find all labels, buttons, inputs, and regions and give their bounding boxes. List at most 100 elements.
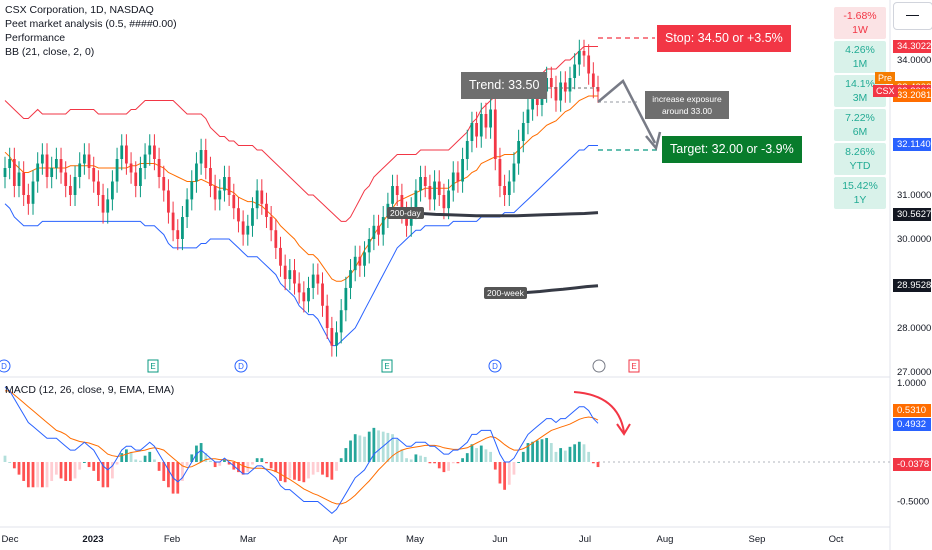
time-tick-label: Sep <box>749 534 766 545</box>
candle-body <box>493 109 497 159</box>
macd-histogram-bar <box>563 450 567 462</box>
time-tick-label: Apr <box>333 534 348 545</box>
candle <box>349 259 352 300</box>
candle-body <box>218 190 222 200</box>
indicator-bb[interactable]: BB (21, close, 2, 0) <box>5 46 95 58</box>
event-marker: E <box>381 359 393 373</box>
trend-callout[interactable]: Trend: 33.50 <box>461 72 548 99</box>
candle <box>321 272 324 317</box>
macd-histogram-bar <box>162 462 166 481</box>
candle-body <box>17 172 21 186</box>
macd-histogram-bar <box>447 462 450 471</box>
macd-histogram-bar <box>442 462 446 473</box>
macd-histogram-bar <box>311 462 315 475</box>
macd-histogram-bar <box>209 460 212 462</box>
macd-histogram-bar <box>274 462 278 473</box>
macd-histogram-bar <box>545 437 549 462</box>
price-tick-label: 34.0000 <box>897 55 931 66</box>
candle-body <box>190 181 194 200</box>
macd-histogram-bar <box>125 449 128 462</box>
macd-histogram-bar <box>307 462 310 479</box>
price-tag: 30.5627 <box>893 207 931 221</box>
stop-callout[interactable]: Stop: 34.50 or +3.5% <box>657 25 791 52</box>
macd-histogram-bar <box>419 455 422 462</box>
macd-histogram-bar <box>87 462 91 468</box>
macd-histogram-bar <box>213 462 217 468</box>
candle-body <box>498 159 502 186</box>
candle <box>591 62 595 99</box>
macd-histogram-bar <box>596 462 600 468</box>
candle <box>115 147 119 193</box>
candle-body <box>162 177 166 191</box>
collapse-button[interactable] <box>893 2 932 30</box>
candle <box>563 71 567 103</box>
macd-histogram-bar <box>129 451 133 462</box>
macd-histogram-bar <box>50 462 54 481</box>
macd-histogram-bar <box>96 462 100 481</box>
candle-body <box>204 150 208 168</box>
earnings-icon <box>147 359 159 373</box>
macd-histogram-bar <box>218 462 222 466</box>
macd-title[interactable]: MACD (12, 26, close, 9, EMA, EMA) <box>5 384 175 396</box>
macd-histogram-bar <box>40 462 44 488</box>
candle-body <box>470 123 474 141</box>
candle-body <box>106 199 110 213</box>
indicator-peet[interactable]: Peet market analysis (0.5, ####0.00) <box>5 18 177 30</box>
candle-body <box>283 265 287 280</box>
performance-period: 1W <box>852 24 868 36</box>
price-tick-label: 31.0000 <box>897 190 931 201</box>
candle-body <box>344 287 348 311</box>
candle-body <box>157 159 161 177</box>
candle-body <box>54 159 58 168</box>
macd-histogram-bar <box>237 462 240 473</box>
target-callout[interactable]: Target: 32.00 or -3.9% <box>662 136 802 163</box>
candle <box>12 147 16 198</box>
candle <box>171 201 175 242</box>
candle-body <box>199 150 203 164</box>
candle-body <box>274 230 278 248</box>
macd-histogram-bar <box>167 462 170 488</box>
candles <box>3 39 600 357</box>
pre-market-tag: Pre <box>875 72 896 84</box>
candle <box>36 152 40 193</box>
candle <box>302 281 306 313</box>
candle-body <box>591 73 595 87</box>
symbol-title[interactable]: CSX Corporation, 1D, NASDAQ <box>5 4 154 16</box>
macd-histogram-bar <box>535 440 539 462</box>
candle <box>526 98 530 135</box>
candle <box>213 174 217 211</box>
candle-body <box>521 123 525 141</box>
candle-body <box>531 96 535 110</box>
candle <box>59 147 63 184</box>
performance-value: 7.22% <box>845 112 875 124</box>
candle <box>87 143 91 180</box>
candle <box>512 152 516 193</box>
macd-histogram-bar <box>409 459 413 462</box>
indicator-performance[interactable]: Performance <box>5 32 66 44</box>
candle-body <box>358 256 362 266</box>
candle-body <box>59 159 63 173</box>
event-marker: E <box>628 359 640 373</box>
exposure-note[interactable]: increase exposure around 33.00 <box>645 91 729 119</box>
candle-body <box>321 283 324 306</box>
macd-histogram-bar <box>269 462 273 469</box>
candle-body <box>209 168 212 186</box>
candle-body <box>568 78 572 92</box>
candle-body <box>96 181 100 195</box>
macd-histogram-bar <box>251 462 254 465</box>
macd-histogram-bar <box>339 458 343 462</box>
candle-body <box>237 208 240 222</box>
candle <box>521 111 525 153</box>
macd-histogram-bar <box>153 459 156 462</box>
candle-body <box>120 145 124 159</box>
macd-histogram-bar <box>139 460 142 462</box>
price-tag: 32.1140 <box>893 138 931 152</box>
price-tick-label: 28.0000 <box>897 323 931 334</box>
candle-body <box>255 190 259 209</box>
time-tick-label: Aug <box>657 534 674 545</box>
macd-histogram-bar <box>363 436 366 462</box>
candle <box>489 98 492 139</box>
macd-histogram-bar <box>148 451 152 462</box>
macd-histogram-bar <box>507 462 511 485</box>
